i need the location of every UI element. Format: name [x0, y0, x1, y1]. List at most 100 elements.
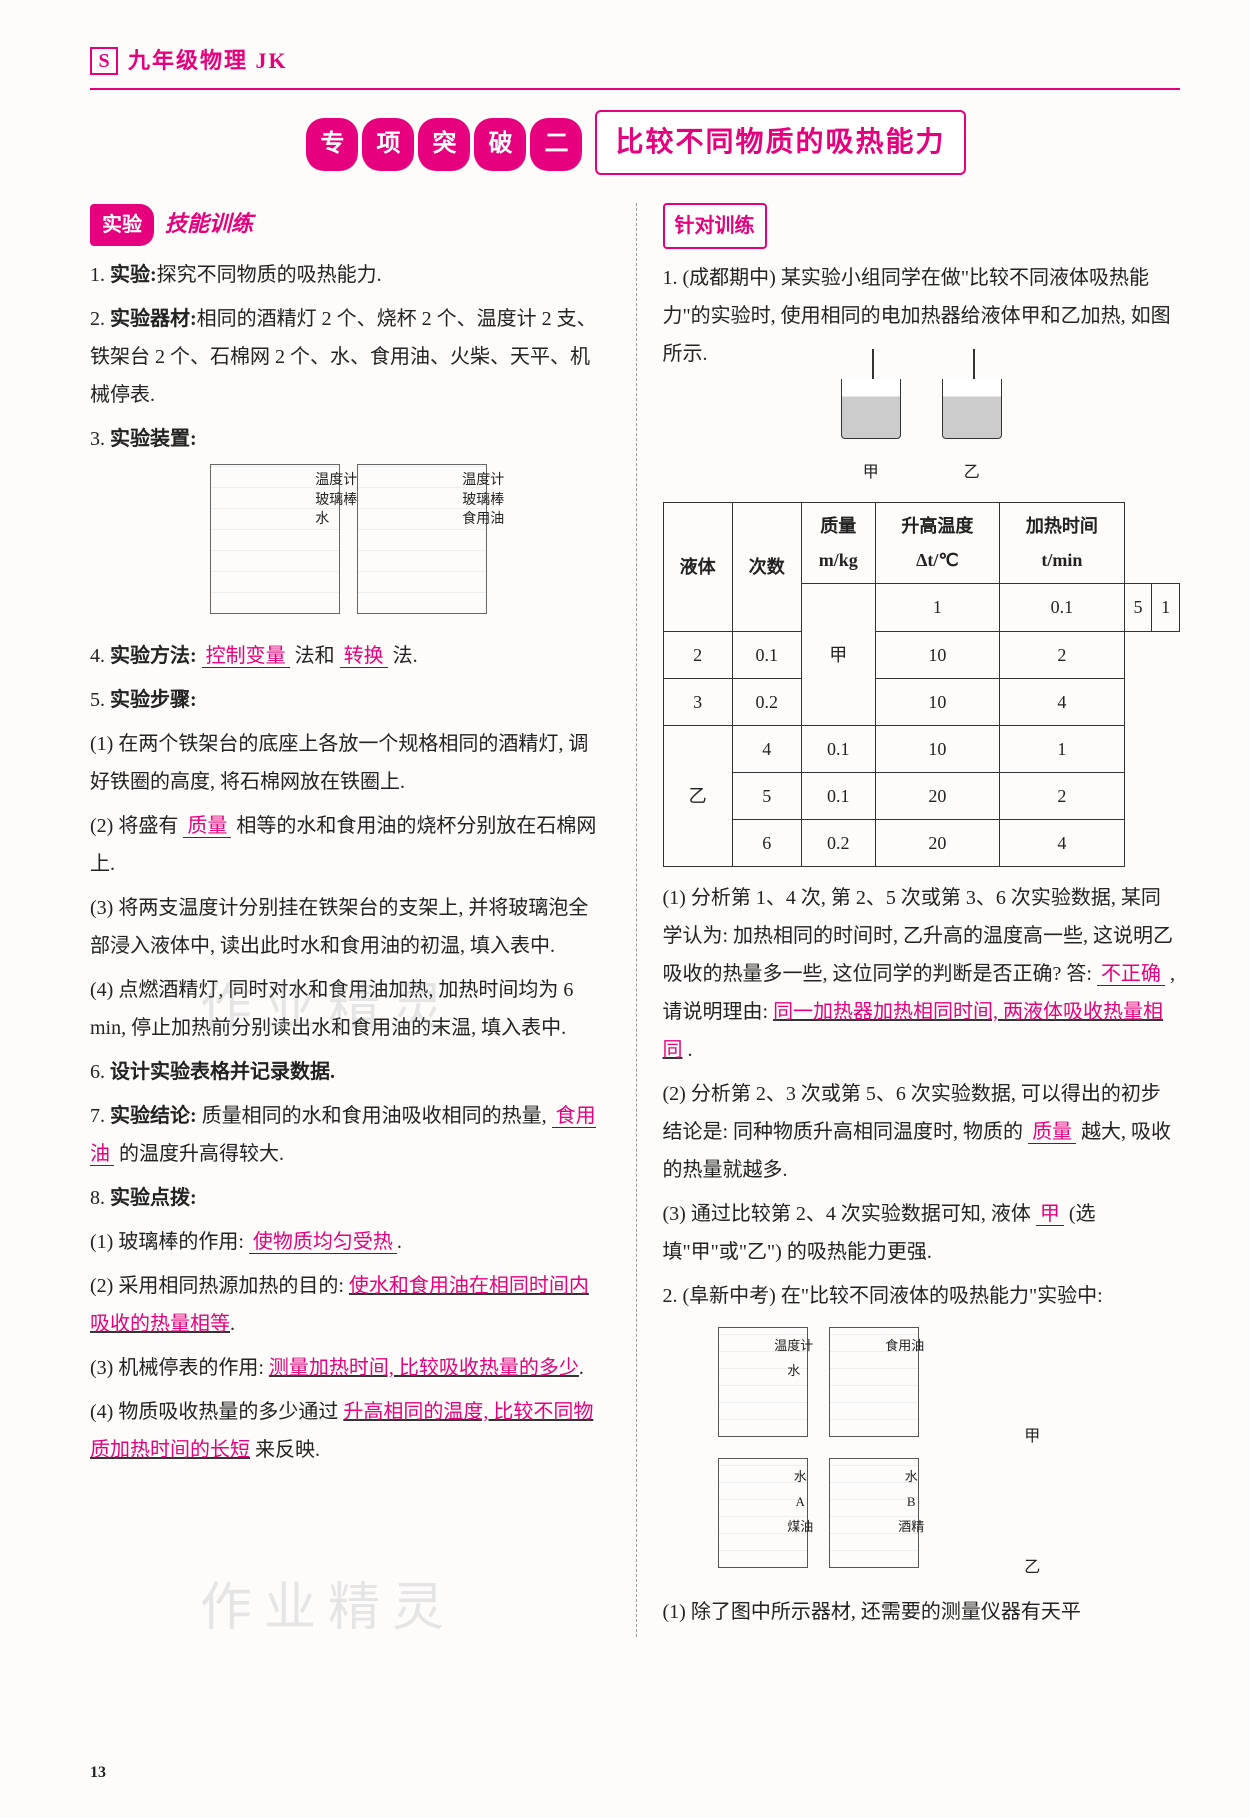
step-4: (4) 点燃酒精灯, 同时对水和食用油加热, 加热时间均为 6 min, 停止加…: [90, 971, 608, 1047]
cell: 6: [732, 820, 801, 867]
table-row: 3 0.2 10 4: [663, 678, 1180, 725]
blank-a1-1: 不正确: [1097, 963, 1165, 986]
tip-3a: (3) 机械停表的作用:: [90, 1357, 264, 1379]
table-row: 5 0.1 20 2: [663, 773, 1180, 820]
mini-label-1: 温度计 水: [774, 1334, 813, 1383]
cell: 3: [663, 678, 732, 725]
item-7-label: 实验结论:: [110, 1105, 197, 1127]
item-8-label: 实验点拨:: [110, 1187, 197, 1209]
cell: 4: [732, 725, 801, 772]
pill-5: 二: [530, 118, 582, 172]
th-time: 加热时间t/min: [1000, 502, 1125, 583]
left-section-header: 实验 技能训练: [90, 203, 608, 256]
book-title: 九年级物理 JK: [128, 40, 288, 82]
chip-practice: 针对训练: [663, 203, 767, 249]
tip-4: (4) 物质吸收热量的多少通过 升高相同的温度, 比较不同物质加热时间的长短 来…: [90, 1393, 608, 1469]
cell: 4: [1000, 820, 1125, 867]
mini-label-4: 水 B 酒精: [898, 1465, 924, 1539]
ml2a: 食用油: [885, 1334, 924, 1359]
q2-1: (1) 除了图中所示器材, 还需要的测量仪器有天平: [663, 1593, 1181, 1631]
content-columns: 实验 技能训练 1. 实验:探究不同物质的吸热能力. 2. 实验器材:相同的酒精…: [90, 203, 1180, 1638]
q1-a2: (2) 分析第 2、3 次或第 5、6 次实验数据, 可以得出的初步结论是: 同…: [663, 1075, 1181, 1189]
step-1: (1) 在两个铁架台的底座上各放一个规格相同的酒精灯, 调好铁圈的高度, 将石棉…: [90, 725, 608, 801]
table-row: 6 0.2 20 4: [663, 820, 1180, 867]
th-time-u: t/min: [1041, 550, 1082, 570]
blank-control-var: 控制变量: [202, 645, 290, 668]
item-4: 4. 实验方法: 控制变量 法和 转换 法.: [90, 637, 608, 675]
th-mass-l: 质量: [820, 516, 856, 536]
item-4-label: 实验方法:: [110, 645, 197, 667]
cell: 0.1: [801, 725, 875, 772]
item-2-label: 实验器材:: [110, 308, 197, 330]
tip-4a: (4) 物质吸收热量的多少通过: [90, 1401, 338, 1423]
blank-tip1: 使物质均匀受热: [249, 1231, 397, 1254]
q1-figure: 甲 乙: [663, 379, 1181, 490]
cell: 0.2: [732, 678, 801, 725]
tip-4b: 来反映.: [255, 1439, 320, 1461]
table-row: 2 0.1 10 2: [663, 631, 1180, 678]
table-header-row: 液体 次数 质量m/kg 升高温度Δt/℃ 加热时间t/min: [663, 502, 1180, 583]
pill-2: 项: [362, 118, 414, 172]
tip-3: (3) 机械停表的作用: 测量加热时间, 比较吸收热量的多少.: [90, 1349, 608, 1387]
blank-tip3: 测量加热时间, 比较吸收热量的多少: [269, 1357, 579, 1379]
tip-1: (1) 玻璃棒的作用: 使物质均匀受热.: [90, 1223, 608, 1261]
label-glassrod-1: 玻璃棒: [315, 491, 357, 511]
logo-icon: S: [90, 47, 118, 75]
ml3b: A: [787, 1490, 813, 1515]
a1c: .: [688, 1039, 693, 1061]
data-table: 液体 次数 质量m/kg 升高温度Δt/℃ 加热时间t/min 甲 1 0.1 …: [663, 502, 1181, 868]
item-4-mid: 法和: [295, 645, 335, 667]
item-7-end: 的温度升高得较大.: [119, 1143, 284, 1165]
cell: 2: [1000, 773, 1125, 820]
mini-cap-yi: 乙: [932, 1553, 1132, 1583]
mini-setup-3: 水 A 煤油: [718, 1458, 808, 1568]
setup-oil: 温度计 玻璃棒 食用油: [357, 464, 487, 614]
item-1-text: 探究不同物质的吸热能力.: [157, 264, 382, 286]
page-number: 13: [90, 1758, 106, 1788]
mini-setup-2: 食用油: [829, 1327, 919, 1437]
cell: 1: [1000, 725, 1125, 772]
tip-1b: .: [397, 1231, 402, 1253]
group-yi: 乙: [663, 725, 732, 867]
mini-label-2: 食用油: [885, 1334, 924, 1359]
cell: 10: [875, 631, 1000, 678]
step-3: (3) 将两支温度计分别挂在铁架台的支架上, 并将玻璃泡全部浸入液体中, 读出此…: [90, 889, 608, 965]
cell: 10: [875, 725, 1000, 772]
cell: 20: [875, 820, 1000, 867]
ml1a: 温度计: [774, 1334, 813, 1359]
ml3a: 水: [787, 1465, 813, 1490]
setup-water-labels: 温度计 玻璃棒 水: [315, 471, 357, 530]
pill-1: 专: [306, 118, 358, 172]
group-jia: 甲: [801, 584, 875, 726]
th-dt: 升高温度Δt/℃: [875, 502, 1000, 583]
tip-3b: .: [579, 1357, 584, 1379]
ml4b: B: [898, 1490, 924, 1515]
item-5: 5. 实验步骤:: [90, 681, 608, 719]
ml1b: 水: [774, 1359, 813, 1384]
label-thermometer-2: 温度计: [462, 471, 504, 491]
item-7-text: 质量相同的水和食用油吸收相同的热量,: [202, 1105, 547, 1127]
q1-a3: (3) 通过比较第 2、4 次实验数据可知, 液体 甲 (选填"甲"或"乙") …: [663, 1195, 1181, 1271]
th-trial: 次数: [732, 502, 801, 631]
cell: 10: [875, 678, 1000, 725]
blank-convert: 转换: [340, 645, 388, 668]
cell: 0.1: [1000, 584, 1125, 631]
mini-setup-4: 水 B 酒精: [829, 1458, 919, 1568]
ml4a: 水: [898, 1465, 924, 1490]
ml4c: 酒精: [898, 1515, 924, 1540]
cell: 4: [1000, 678, 1125, 725]
mini-cap-jia: 甲: [932, 1422, 1132, 1452]
setup-water: 温度计 玻璃棒 水: [210, 464, 340, 614]
tip-2b: .: [230, 1313, 235, 1335]
cell: 0.1: [801, 773, 875, 820]
sub-skill: 技能训练: [165, 211, 253, 236]
step-2: (2) 将盛有 质量 相等的水和食用油的烧杯分别放在石棉网上.: [90, 807, 608, 883]
chapter-title: 专项突破二 比较不同物质的吸热能力: [90, 110, 1180, 175]
item-4-end: 法.: [393, 645, 418, 667]
cell: 0.2: [801, 820, 875, 867]
blank-a2: 质量: [1028, 1121, 1076, 1144]
book-header: S 九年级物理 JK: [90, 40, 1180, 90]
th-mass-u: m/kg: [819, 550, 858, 570]
item-3: 3. 实验装置:: [90, 420, 608, 458]
q1-a1: (1) 分析第 1、4 次, 第 2、5 次或第 3、6 次实验数据, 某同学认…: [663, 879, 1181, 1069]
